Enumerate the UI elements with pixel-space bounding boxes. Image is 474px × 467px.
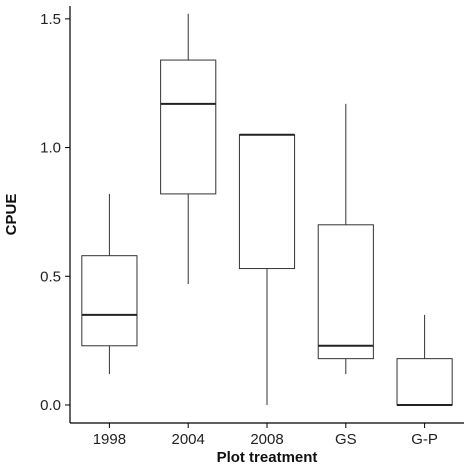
y-tick-label: 0.5: [40, 268, 61, 285]
iqr-box: [396, 358, 453, 406]
box-2008: [238, 133, 296, 405]
y-axis-ticks: 0.0 0.5 1.0 1.5: [40, 11, 70, 414]
y-tick-label: 1.0: [40, 140, 61, 157]
x-tick-label: 1998: [93, 431, 126, 448]
x-tick-label: GS: [335, 431, 357, 448]
x-tick-label: 2004: [172, 431, 205, 448]
iqr-box: [81, 255, 138, 347]
box-1998: [81, 193, 138, 375]
boxplot-boxes: [81, 13, 453, 406]
box-GS: [317, 103, 374, 375]
y-tick-label: 0.0: [40, 397, 61, 414]
x-axis-ticks: 1998 2004 2008 GS G-P: [93, 423, 438, 448]
iqr-box: [238, 134, 296, 270]
iqr-box: [160, 59, 217, 195]
y-tick-label: 1.5: [40, 11, 61, 28]
box-2004: [160, 13, 217, 284]
x-axis-title: Plot treatment: [217, 449, 318, 466]
box-G-P: [396, 314, 453, 406]
iqr-box: [317, 224, 374, 360]
x-tick-label: 2008: [250, 431, 283, 448]
y-axis-title: CPUE: [3, 194, 20, 236]
x-tick-label: G-P: [411, 431, 438, 448]
